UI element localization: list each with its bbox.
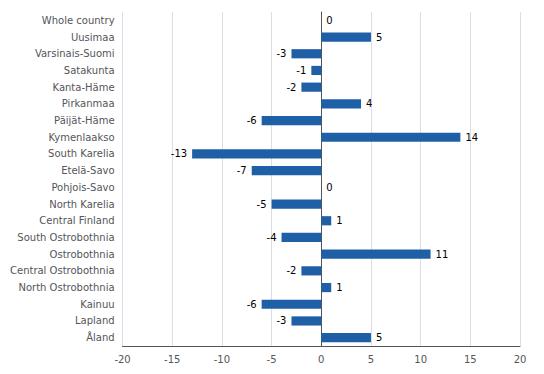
svg-text:0: 0 — [326, 15, 332, 26]
svg-text:Varsinais-Suomi: Varsinais-Suomi — [35, 48, 115, 59]
svg-text:-2: -2 — [286, 82, 296, 93]
svg-text:1: 1 — [336, 215, 342, 226]
svg-text:Päijät-Häme: Päijät-Häme — [54, 115, 114, 126]
svg-text:Whole country: Whole country — [42, 15, 115, 26]
svg-text:-15: -15 — [164, 354, 180, 365]
svg-text:11: 11 — [436, 249, 449, 260]
svg-text:Kainuu: Kainuu — [80, 299, 114, 310]
svg-text:Lapland: Lapland — [75, 315, 115, 326]
svg-text:0: 0 — [326, 182, 332, 193]
svg-text:Åland: Åland — [86, 331, 114, 343]
svg-text:15: 15 — [464, 354, 477, 365]
svg-text:Pirkanmaa: Pirkanmaa — [62, 98, 115, 109]
svg-text:Uusimaa: Uusimaa — [71, 32, 115, 43]
svg-text:Ostrobothnia: Ostrobothnia — [50, 249, 115, 260]
svg-text:10: 10 — [414, 354, 427, 365]
svg-text:5: 5 — [368, 354, 374, 365]
svg-text:North Ostrobothnia: North Ostrobothnia — [18, 282, 114, 293]
svg-text:5: 5 — [376, 332, 382, 343]
svg-text:-5: -5 — [267, 354, 277, 365]
svg-text:Kymenlaakso: Kymenlaakso — [48, 132, 114, 143]
svg-text:20: 20 — [514, 354, 527, 365]
svg-text:South Ostrobothnia: South Ostrobothnia — [17, 232, 114, 243]
svg-text:Pohjois-Savo: Pohjois-Savo — [51, 182, 114, 193]
svg-text:-1: -1 — [296, 65, 306, 76]
svg-text:-20: -20 — [114, 354, 130, 365]
svg-text:Etelä-Savo: Etelä-Savo — [61, 165, 114, 176]
svg-text:Kanta-Häme: Kanta-Häme — [53, 82, 115, 93]
svg-text:-2: -2 — [286, 265, 296, 276]
svg-text:4: 4 — [366, 98, 372, 109]
svg-text:-7: -7 — [237, 165, 247, 176]
svg-text:-5: -5 — [257, 199, 267, 210]
svg-text:-6: -6 — [247, 299, 257, 310]
svg-text:5: 5 — [376, 32, 382, 43]
svg-text:South Karelia: South Karelia — [48, 148, 114, 159]
svg-text:Satakunta: Satakunta — [64, 65, 115, 76]
svg-text:14: 14 — [465, 132, 478, 143]
svg-text:Central Ostrobothnia: Central Ostrobothnia — [10, 265, 115, 276]
svg-text:-10: -10 — [214, 354, 230, 365]
svg-text:-13: -13 — [171, 148, 187, 159]
svg-text:-3: -3 — [276, 315, 286, 326]
svg-text:-4: -4 — [267, 232, 277, 243]
svg-text:North Karelia: North Karelia — [49, 199, 114, 210]
svg-text:Central Finland: Central Finland — [39, 215, 114, 226]
svg-text:-3: -3 — [276, 48, 286, 59]
svg-text:-6: -6 — [247, 115, 257, 126]
svg-text:0: 0 — [318, 354, 324, 365]
svg-text:1: 1 — [336, 282, 342, 293]
